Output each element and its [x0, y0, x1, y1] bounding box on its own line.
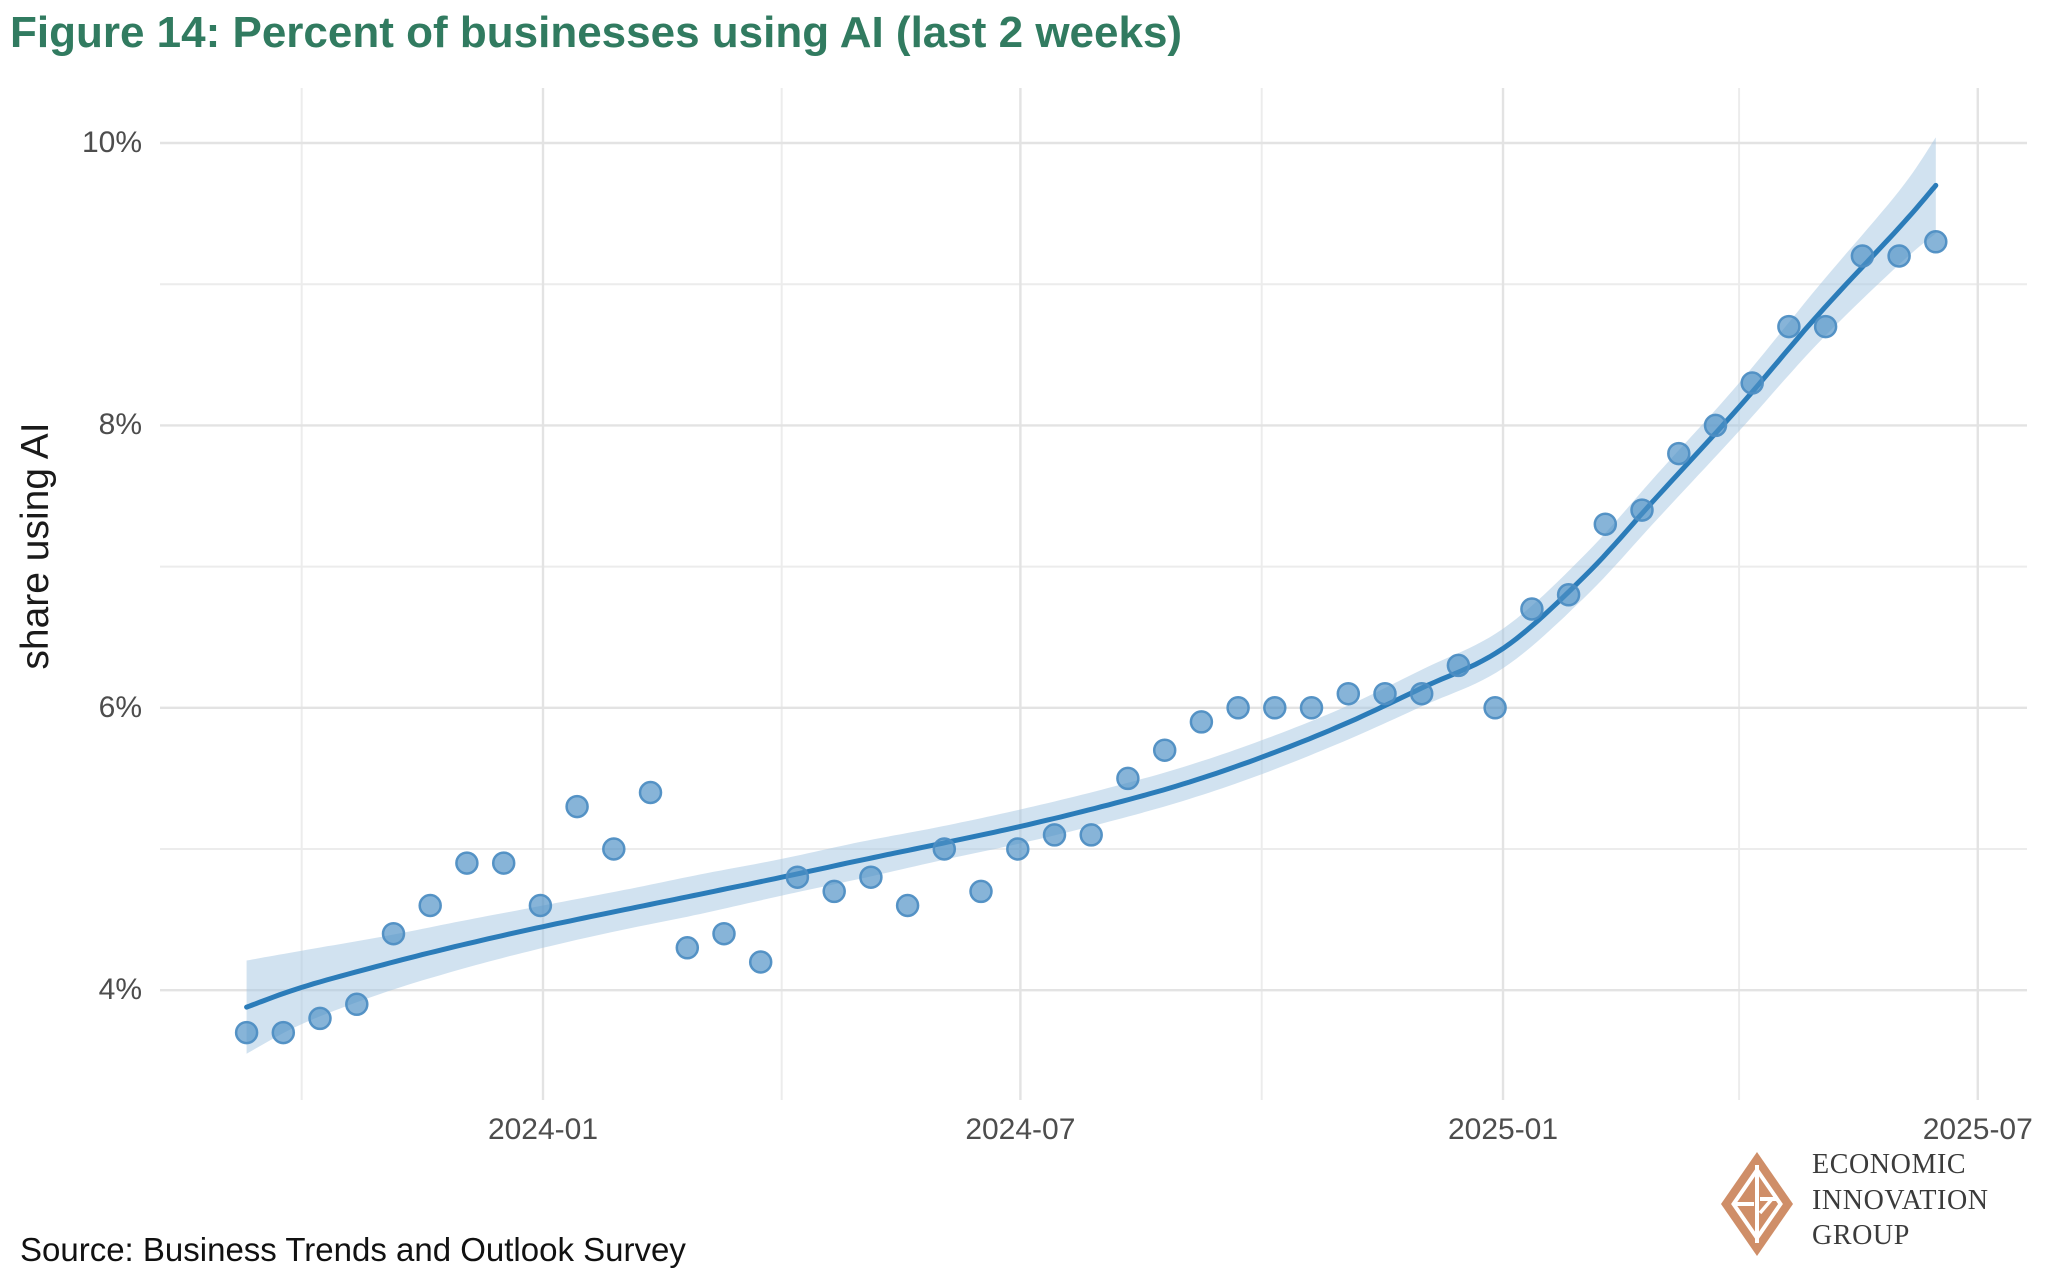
data-point [1409, 681, 1434, 706]
data-point [528, 893, 553, 918]
eig-logo-line3: GROUP [1812, 1220, 1910, 1251]
data-point [1740, 371, 1764, 395]
data-point [271, 1020, 296, 1045]
data-point [1887, 244, 1911, 268]
eig-logo-line2: INNOVATION [1812, 1184, 1989, 1216]
data-point [234, 1020, 259, 1045]
data-point [1226, 696, 1250, 720]
data-point [1152, 738, 1177, 762]
data-point [1556, 583, 1581, 607]
data-point [895, 893, 920, 918]
data-point [602, 837, 626, 861]
eig-logo-line1: ECONOMIC [1812, 1149, 1967, 1180]
data-point [1777, 314, 1801, 339]
data-point [1299, 696, 1324, 720]
data-point [1006, 837, 1030, 861]
data-point [418, 893, 442, 918]
x-tick-label: 2025-01 [1447, 1113, 1559, 1146]
data-point [969, 879, 993, 904]
data-point [712, 921, 736, 946]
data-point [491, 851, 516, 875]
data-point [565, 794, 589, 819]
source-note: Source: Business Trends and Outlook Surv… [20, 1231, 686, 1268]
data-point [1042, 823, 1067, 847]
data-point [455, 851, 479, 875]
y-axis-title: share using AI [14, 422, 57, 670]
x-tick-label: 2024-07 [965, 1113, 1076, 1146]
major-gridlines [160, 88, 2027, 1100]
confidence-band [246, 137, 1936, 1054]
data-point [1373, 681, 1397, 706]
minor-gridlines [160, 88, 2027, 1100]
y-tick-label: 10% [81, 126, 142, 159]
data-point [1263, 696, 1287, 720]
data-point [1924, 230, 1948, 254]
data-point [1189, 710, 1214, 734]
data-point [932, 837, 957, 861]
data-point [1813, 314, 1838, 339]
data-point [1079, 823, 1103, 847]
data-point [675, 936, 700, 960]
data-point [785, 865, 810, 889]
data-point [1116, 766, 1140, 791]
data-point [345, 992, 369, 1017]
x-tick-label: 2024-01 [487, 1113, 599, 1146]
chart-title: Figure 14: Percent of businesses using A… [10, 8, 1183, 57]
data-point [308, 1006, 332, 1031]
data-point [1593, 512, 1618, 536]
y-tick-label: 6% [98, 690, 142, 724]
data-point [1483, 696, 1507, 720]
y-tick-label: 4% [98, 973, 142, 1007]
data-point [1520, 597, 1544, 621]
data-point [1703, 413, 1728, 438]
scatter-points [234, 230, 1948, 1045]
data-point [822, 879, 846, 904]
data-point [1630, 498, 1654, 522]
data-point [1336, 681, 1361, 706]
y-tick-label: 8% [98, 408, 142, 442]
data-point [381, 921, 406, 946]
data-point [1667, 441, 1691, 466]
eig-logo-text: ECONOMIC INNOVATION GROUP [1812, 1147, 1989, 1254]
x-tick-label: 2025-07 [1922, 1113, 2033, 1146]
data-point [1850, 244, 1875, 268]
eig-logo-diamond-icon [1721, 1152, 1793, 1256]
trend-line [244, 182, 1939, 1010]
data-point [748, 950, 773, 974]
data-point [1446, 653, 1471, 678]
data-point [638, 780, 663, 805]
data-point [859, 865, 883, 889]
